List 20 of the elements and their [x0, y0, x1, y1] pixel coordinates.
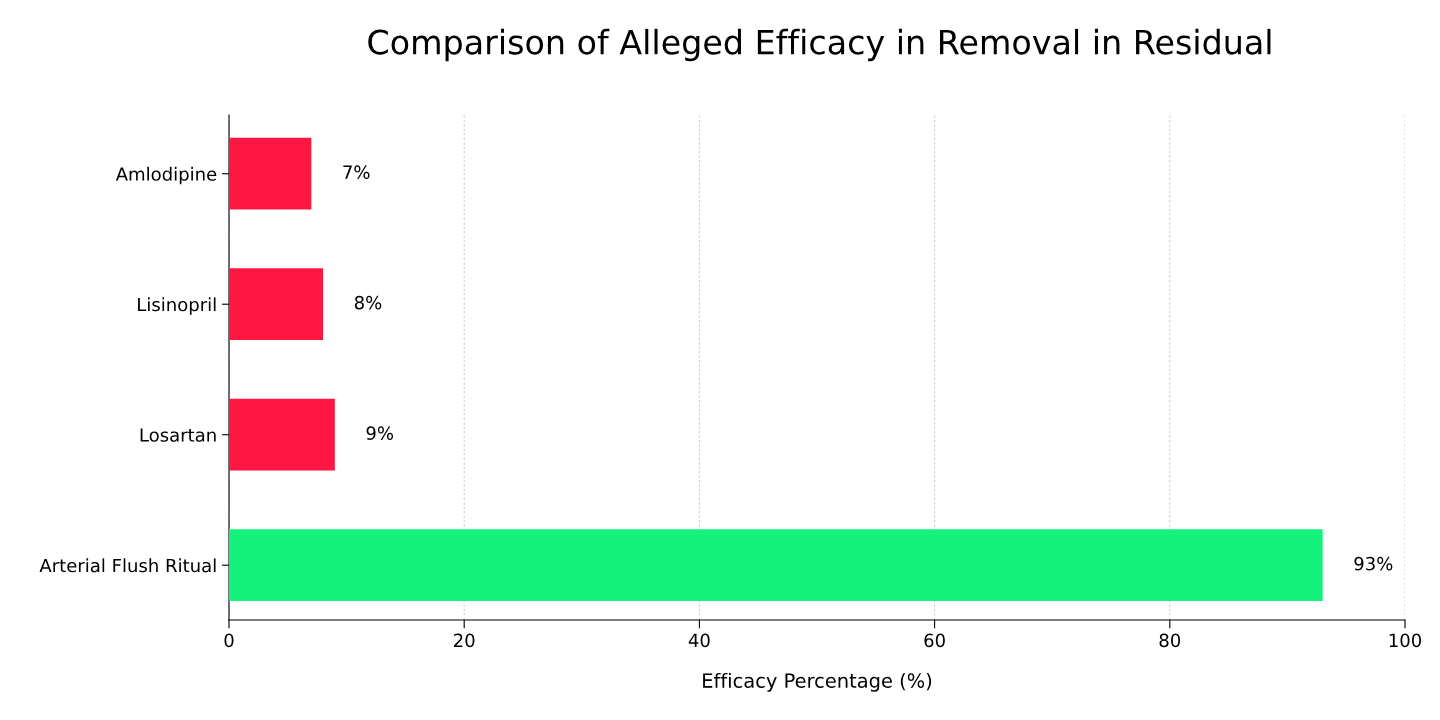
x-tick-label: 0: [224, 633, 234, 648]
y-tick-label: Losartan: [140, 428, 216, 442]
y-tick-label: Lisinopril: [138, 297, 216, 315]
x-tick-label: 100: [1389, 633, 1422, 648]
x-tick-label: 80: [1159, 633, 1181, 648]
bar: [229, 529, 1323, 602]
y-tick-label: Arterial Flush Ritual: [39, 558, 216, 573]
y-tick-label: Amlodipine: [115, 166, 217, 185]
bar: [229, 398, 335, 471]
x-tick-label: 20: [454, 633, 475, 648]
chart-title: Comparison of Alleged Efficacy in Removal in Residual: [368, 28, 1271, 62]
x-axis-title: Efficacy Percentage (%): [703, 672, 932, 692]
data-label: 9%: [366, 426, 394, 440]
bar: [229, 137, 312, 210]
data-label: 8%: [354, 295, 382, 310]
data-label: 7%: [343, 165, 370, 179]
x-tick-label: 40: [688, 633, 710, 648]
x-tick-label: 60: [924, 633, 945, 648]
data-label: 93%: [1354, 556, 1393, 571]
bar: [229, 268, 324, 341]
